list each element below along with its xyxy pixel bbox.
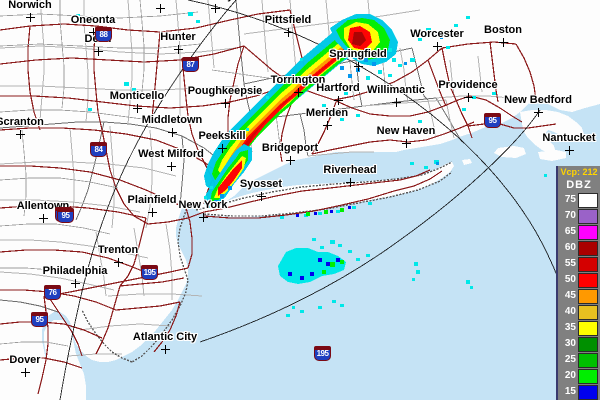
legend-row: 55	[558, 256, 600, 272]
radar-echo-offshore-cluster	[278, 162, 473, 317]
radar-echo-squall-line	[204, 14, 398, 208]
legend-level-value: 75	[564, 194, 576, 205]
legend-row: 30	[558, 336, 600, 352]
legend-row: 75	[558, 192, 600, 208]
legend-color-swatch	[578, 384, 598, 400]
reflectivity-legend: Vcp: 212 DBZ 757065605550454035302520151…	[556, 166, 600, 400]
legend-row: 65	[558, 224, 600, 240]
legend-level-value: 40	[564, 306, 576, 317]
legend-level-value: 60	[564, 242, 576, 253]
radar-echo-scattered-north	[76, 12, 564, 190]
legend-color-swatch	[578, 224, 598, 240]
legend-row: 70	[558, 208, 600, 224]
legend-level-value: 15	[564, 386, 576, 397]
radar-range-rings	[59, 0, 573, 400]
legend-color-swatch	[578, 288, 598, 304]
legend-row: 60	[558, 240, 600, 256]
legend-row: 15	[558, 384, 600, 400]
legend-color-swatch	[578, 352, 598, 368]
legend-color-swatch	[578, 320, 598, 336]
legend-level-value: 65	[564, 226, 576, 237]
coastline	[81, 161, 453, 363]
legend-row: 20	[558, 368, 600, 384]
legend-row: 45	[558, 288, 600, 304]
secondary-roads	[0, 0, 387, 347]
legend-level-value: 55	[564, 258, 576, 269]
dbz-units-label: DBZ	[566, 179, 592, 191]
legend-color-swatch	[578, 368, 598, 384]
legend-level-value: 30	[564, 338, 576, 349]
legend-level-value: 20	[564, 370, 576, 381]
legend-scale: 757065605550454035302520151050-5-10	[558, 192, 600, 400]
legend-color-swatch	[578, 192, 598, 208]
legend-color-swatch	[578, 208, 598, 224]
legend-row: 25	[558, 352, 600, 368]
legend-level-value: 50	[564, 274, 576, 285]
legend-level-value: 45	[564, 290, 576, 301]
legend-color-swatch	[578, 304, 598, 320]
legend-color-swatch	[578, 240, 598, 256]
legend-row: 50	[558, 272, 600, 288]
legend-color-swatch	[578, 336, 598, 352]
legend-color-swatch	[578, 272, 598, 288]
legend-level-value: 25	[564, 354, 576, 365]
legend-color-swatch	[578, 256, 598, 272]
legend-level-value: 70	[564, 210, 576, 221]
vcp-label: Vcp: 212	[558, 166, 600, 178]
legend-level-value: 35	[564, 322, 576, 333]
legend-row: 40	[558, 304, 600, 320]
legend-row: 35	[558, 320, 600, 336]
